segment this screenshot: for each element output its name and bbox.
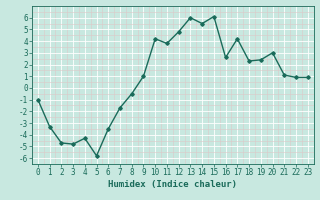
X-axis label: Humidex (Indice chaleur): Humidex (Indice chaleur) (108, 180, 237, 189)
